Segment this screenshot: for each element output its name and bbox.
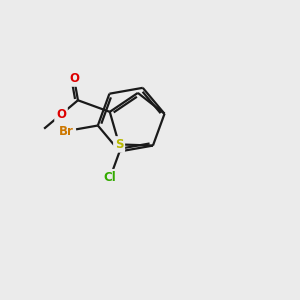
Text: O: O: [56, 108, 66, 121]
Text: O: O: [69, 72, 79, 85]
Text: Cl: Cl: [104, 171, 117, 184]
Text: Br: Br: [58, 124, 74, 138]
Text: S: S: [115, 138, 123, 151]
